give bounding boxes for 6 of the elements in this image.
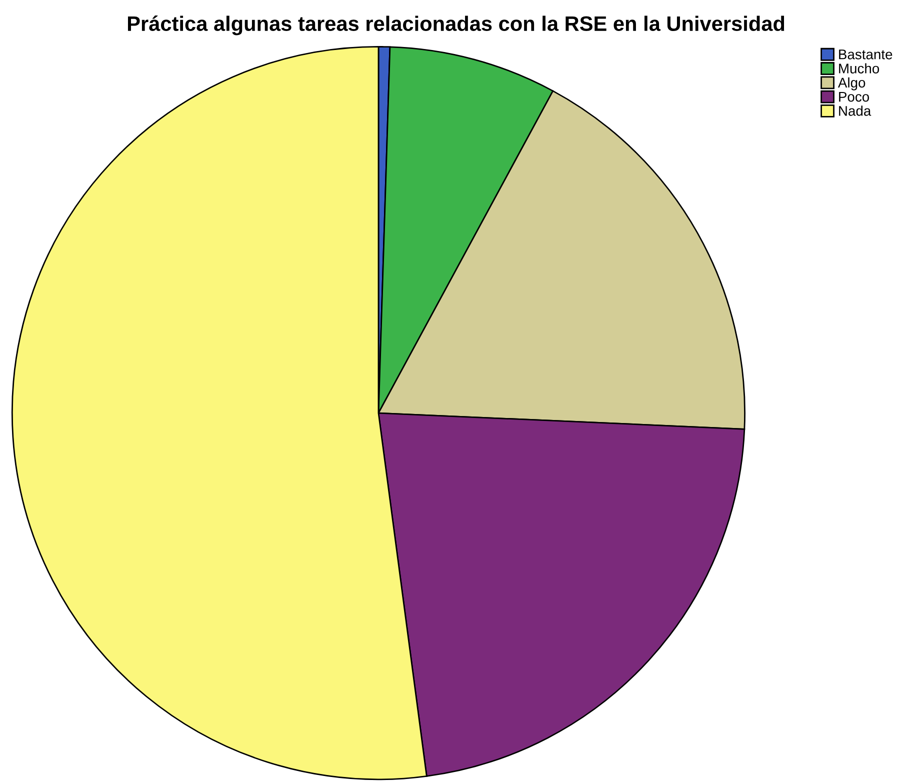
- chart-title: Práctica algunas tareas relacionadas con la RSE en la Universidad: [128, 16, 784, 36]
- legend-label: Mucho: [839, 63, 880, 74]
- legend-label: Bastante: [839, 50, 892, 60]
- legend-label: Poco: [839, 92, 870, 102]
- legend-label: Nada: [839, 106, 872, 116]
- legend-label: Algo: [838, 77, 866, 90]
